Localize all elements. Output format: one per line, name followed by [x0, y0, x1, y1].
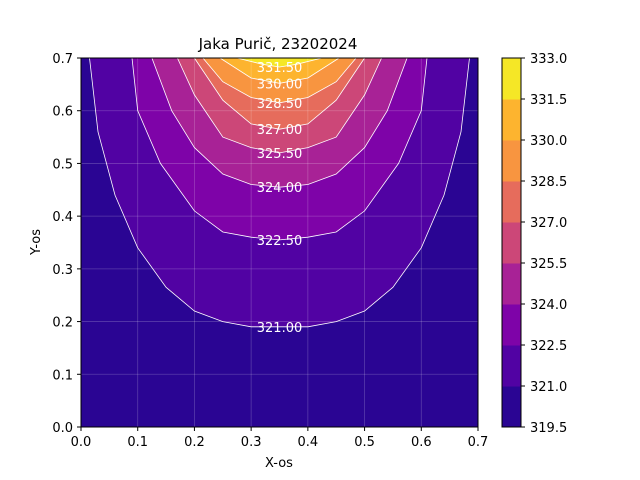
colorbar-segment	[502, 140, 521, 182]
x-tick-label: 0.6	[411, 435, 432, 450]
y-tick-label: 0.4	[52, 210, 73, 225]
colorbar-tick-label: 322.5	[530, 339, 567, 354]
contour-labels: 321.00 322.50 324.00 325.50 327.00 328.50 330.…	[257, 61, 303, 336]
colorbar-tick-label: 325.5	[530, 257, 567, 272]
contour-label-321.00: 321.00	[257, 321, 303, 336]
contour-label-324.00: 324.00	[257, 181, 303, 196]
plot-frame	[80, 57, 479, 428]
x-tick-label: 0.1	[127, 435, 148, 450]
contour-label-327.00: 327.00	[257, 123, 303, 138]
colorbar-segment	[502, 222, 521, 264]
chart-title: Jaka Purič, 23202024	[198, 35, 358, 53]
x-tick-label: 0.0	[71, 435, 92, 450]
contour-line-322.50	[131, 57, 428, 241]
colorbar-tick-label: 331.5	[530, 93, 567, 108]
y-axis-label: Y-os	[29, 229, 44, 256]
colorbar: 319.5 321.0 322.5 324.0 325.5 327.0 328.5 330.0…	[501, 52, 567, 436]
contour-line-327.00	[194, 57, 365, 130]
contour-line-324.00	[151, 57, 408, 188]
colorbar-tick-label: 319.5	[530, 421, 567, 436]
colorbar-tick-label: 324.0	[530, 298, 567, 313]
y-tick-label: 0.0	[52, 421, 73, 436]
y-tick-label: 0.5	[52, 157, 73, 172]
x-tick-label: 0.3	[241, 435, 262, 450]
contour-label-328.50: 328.50	[257, 97, 303, 112]
x-tick-label: 0.7	[468, 435, 489, 450]
y-axis-ticks: 0.0 0.1 0.2 0.3 0.4 0.5 0.6 0.7	[52, 52, 81, 436]
colorbar-segment	[502, 386, 521, 428]
x-tick-label: 0.2	[184, 435, 205, 450]
contour-line-331.50	[236, 57, 323, 68]
x-tick-label: 0.4	[298, 435, 319, 450]
y-tick-label: 0.6	[52, 105, 73, 120]
colorbar-segment	[502, 58, 521, 100]
colorbar-segment	[502, 263, 521, 305]
x-axis-label: X-os	[265, 456, 293, 471]
y-tick-label: 0.1	[52, 368, 73, 383]
y-tick-label: 0.2	[52, 316, 73, 331]
colorbar-tick-label: 333.0	[530, 52, 567, 67]
colorbar-tick-label: 321.0	[530, 380, 567, 395]
x-tick-label: 0.5	[354, 435, 375, 450]
contour-line-325.50	[177, 57, 382, 154]
contour-line-328.50	[202, 57, 357, 104]
colorbar-segment	[502, 181, 521, 223]
contour-label-330.00: 330.00	[257, 77, 303, 92]
colorbar-frame	[501, 57, 522, 428]
colorbar-segment	[502, 304, 521, 346]
colorbar-tick-label: 327.0	[530, 216, 567, 231]
colorbar-segment	[502, 345, 521, 387]
contour-label-325.50: 325.50	[257, 147, 303, 162]
colorbar-segment	[502, 99, 521, 141]
contour-lines	[89, 57, 470, 328]
contour-line-330.00	[219, 57, 340, 84]
contour-label-322.50: 322.50	[257, 234, 303, 249]
contour-fill-band-8	[237, 58, 322, 67]
plot-area: 321.00 322.50 324.00 325.50 327.00 328.50 330.…	[80, 57, 479, 428]
colorbar-tick-label: 328.5	[530, 175, 567, 190]
contour-label-331.50: 331.50	[257, 61, 303, 76]
colorbar-tick-label: 330.0	[530, 134, 567, 149]
y-tick-label: 0.3	[52, 263, 73, 278]
contour-line-321.00	[89, 57, 470, 328]
x-axis-ticks: 0.0 0.1 0.2 0.3 0.4 0.5 0.6 0.7	[71, 427, 489, 450]
y-tick-label: 0.7	[52, 52, 73, 67]
